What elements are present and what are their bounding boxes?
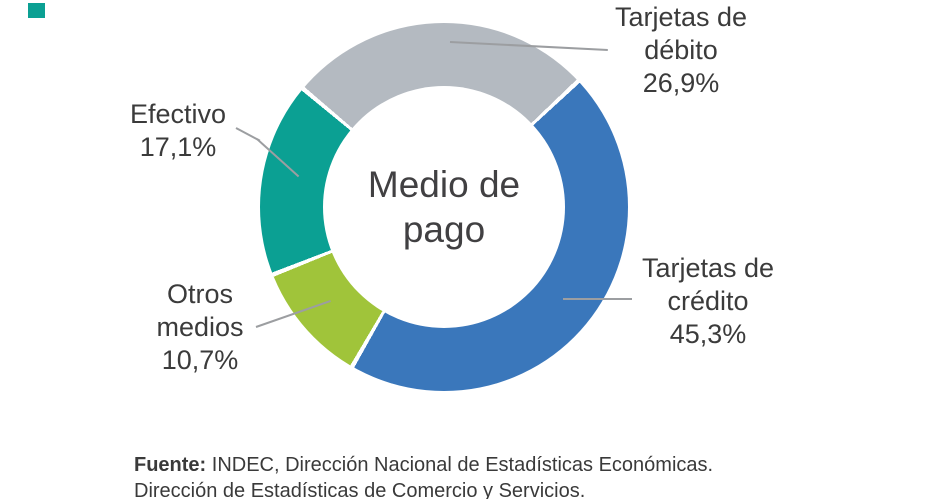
- label-otros-medios: Otros medios 10,7%: [110, 278, 290, 377]
- label-tarjetas-credito: Tarjetas de crédito 45,3%: [598, 252, 818, 351]
- chart-title-line2: pago: [402, 209, 486, 250]
- label-debito-line2: débito: [644, 35, 718, 65]
- label-efectivo-pct: 17,1%: [139, 132, 217, 162]
- corner-teal-mark: [28, 3, 45, 18]
- source-prefix: Fuente:: [134, 454, 207, 476]
- source-line1-rest: INDEC, Dirección Nacional de Estadística…: [206, 454, 714, 476]
- label-debito-pct: 26,9%: [642, 68, 720, 98]
- source-note: Fuente: INDEC, Dirección Nacional de Est…: [134, 452, 713, 499]
- label-credito-line1: Tarjetas de: [641, 253, 775, 283]
- chart-title: Medio de pago: [368, 162, 520, 252]
- source-line2: Dirección de Estadísticas de Comercio y …: [134, 480, 586, 499]
- label-otros-pct: 10,7%: [161, 345, 239, 375]
- label-tarjetas-debito: Tarjetas de débito 26,9%: [571, 1, 791, 100]
- label-credito-line2: crédito: [667, 286, 749, 316]
- donut-chart: Medio de pago: [260, 23, 628, 391]
- label-efectivo-line1: Efectivo: [129, 99, 227, 129]
- label-efectivo: Efectivo 17,1%: [88, 98, 268, 164]
- chart-title-line1: Medio de: [367, 164, 521, 205]
- label-debito-line1: Tarjetas de: [614, 2, 748, 32]
- source-line1: Fuente: INDEC, Dirección Nacional de Est…: [134, 452, 713, 478]
- donut-hole: Medio de pago: [323, 86, 565, 328]
- label-otros-line2: medios: [156, 312, 244, 342]
- leader-line-credito: [563, 298, 632, 300]
- label-credito-pct: 45,3%: [669, 319, 747, 349]
- label-otros-line1: Otros: [166, 279, 233, 309]
